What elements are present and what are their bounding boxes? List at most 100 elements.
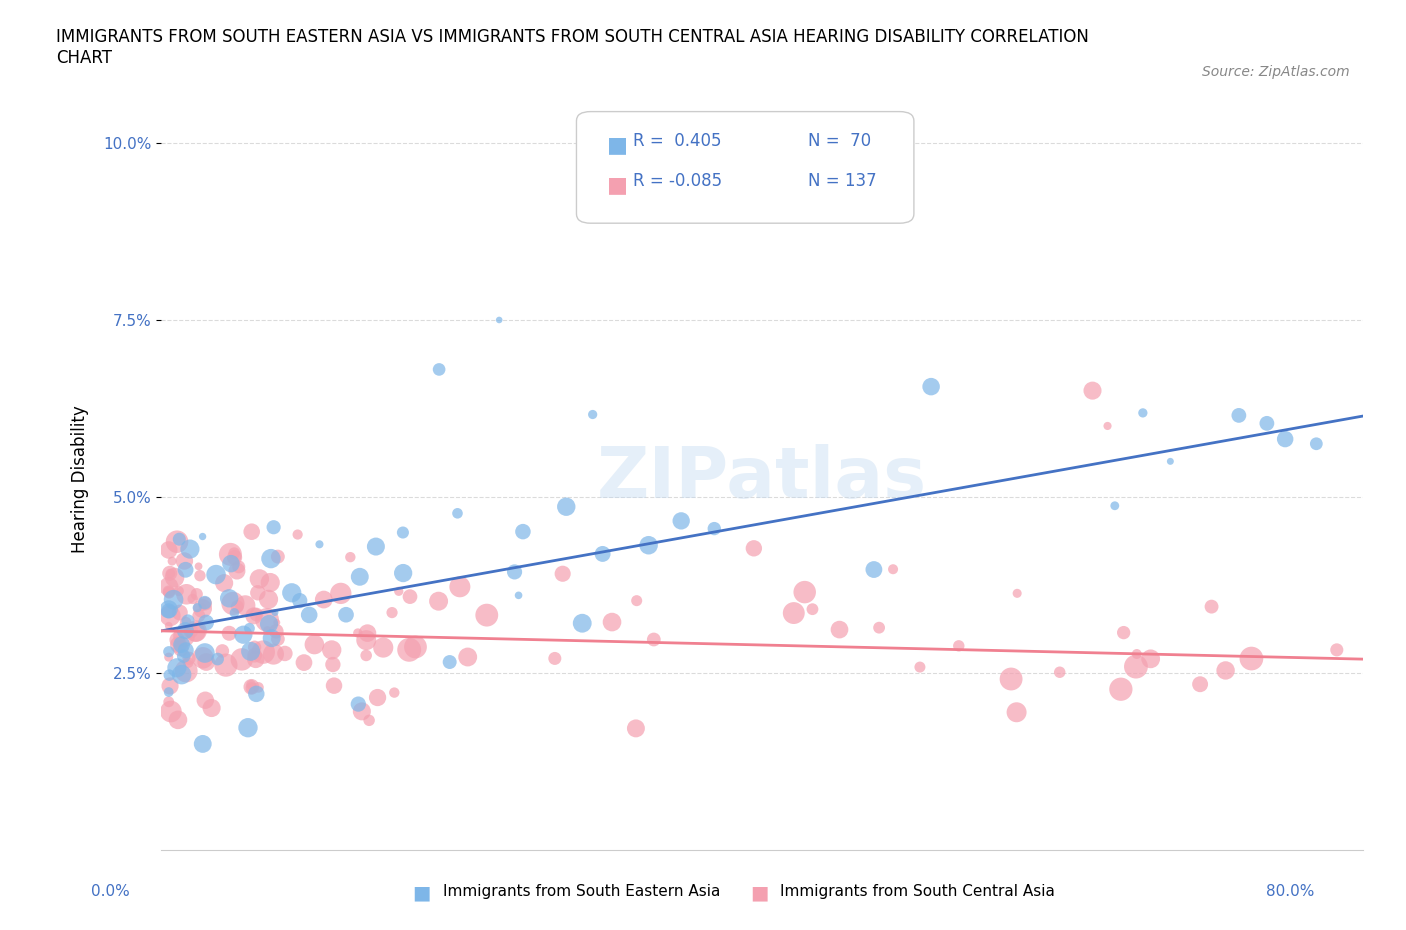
- Point: [1005, 586, 1028, 601]
- Point: [173, 649, 195, 664]
- Text: ZIPatlas: ZIPatlas: [598, 445, 927, 513]
- Point: [240, 681, 263, 696]
- Point: [191, 650, 214, 665]
- Point: [449, 579, 471, 594]
- Point: [281, 585, 304, 600]
- Point: [240, 525, 263, 539]
- Point: [157, 644, 180, 659]
- Point: [157, 604, 180, 618]
- Point: [180, 624, 202, 639]
- Point: [257, 591, 280, 606]
- Point: [247, 571, 270, 586]
- Point: [882, 562, 904, 577]
- Point: [169, 605, 191, 620]
- Point: [626, 593, 648, 608]
- Text: ■: ■: [607, 175, 628, 195]
- Point: [243, 640, 266, 655]
- Point: [405, 640, 427, 655]
- Point: [239, 644, 262, 658]
- Point: [1215, 663, 1237, 678]
- Point: [329, 586, 352, 601]
- Point: [191, 529, 214, 544]
- Point: [218, 591, 240, 605]
- Point: [1305, 436, 1327, 451]
- Point: [551, 566, 574, 581]
- Text: ■: ■: [749, 884, 769, 902]
- Point: [215, 658, 238, 672]
- Point: [194, 645, 217, 660]
- Point: [288, 593, 311, 608]
- Point: [264, 605, 287, 620]
- Point: [263, 646, 285, 661]
- Point: [184, 625, 207, 640]
- Text: Immigrants from South Central Asia: Immigrants from South Central Asia: [780, 884, 1056, 898]
- Point: [186, 600, 208, 615]
- Point: [592, 547, 614, 562]
- Point: [354, 648, 377, 663]
- Point: [392, 565, 415, 580]
- Point: [1005, 705, 1028, 720]
- Point: [174, 563, 197, 578]
- Point: [194, 596, 217, 611]
- Point: [226, 599, 249, 614]
- Point: [266, 615, 288, 630]
- Point: [920, 379, 942, 394]
- Point: [166, 660, 188, 675]
- Point: [191, 600, 214, 615]
- Point: [186, 587, 208, 602]
- Point: [388, 584, 411, 599]
- Point: [1126, 646, 1149, 661]
- Point: [582, 407, 605, 422]
- Point: [643, 632, 665, 647]
- Point: [159, 566, 181, 581]
- Point: [1326, 643, 1348, 658]
- Point: [1109, 682, 1132, 697]
- Point: [624, 721, 647, 736]
- Point: [174, 643, 197, 658]
- Point: [231, 652, 253, 667]
- Point: [267, 631, 290, 646]
- Point: [157, 579, 180, 594]
- Point: [1097, 418, 1119, 433]
- Point: [170, 637, 193, 652]
- Point: [157, 618, 180, 633]
- Point: [163, 570, 186, 585]
- Point: [184, 624, 207, 639]
- Point: [200, 700, 222, 715]
- Point: [446, 506, 468, 521]
- Point: [177, 614, 200, 629]
- Point: [308, 537, 330, 551]
- Point: [399, 590, 422, 604]
- Point: [1159, 454, 1181, 469]
- Point: [373, 640, 395, 655]
- Point: [948, 638, 970, 653]
- Point: [176, 587, 198, 602]
- Point: [868, 620, 890, 635]
- Text: R =  0.405: R = 0.405: [633, 132, 721, 150]
- Point: [669, 513, 692, 528]
- Point: [742, 541, 765, 556]
- Point: [312, 592, 335, 607]
- Point: [224, 550, 246, 565]
- Point: [304, 637, 326, 652]
- Point: [169, 532, 191, 547]
- Point: [157, 585, 180, 600]
- Point: [1132, 405, 1154, 420]
- Point: [703, 521, 725, 536]
- Point: [170, 667, 193, 682]
- Point: [1081, 383, 1104, 398]
- Point: [238, 621, 260, 636]
- Point: [160, 553, 183, 568]
- Point: [157, 650, 180, 665]
- Point: [398, 643, 420, 658]
- Point: [346, 626, 368, 641]
- Point: [240, 680, 263, 695]
- Point: [350, 704, 373, 719]
- Point: [191, 737, 214, 751]
- Point: [167, 637, 190, 652]
- Point: [793, 585, 815, 600]
- Point: [174, 623, 197, 638]
- Point: [157, 668, 180, 683]
- Point: [475, 607, 498, 622]
- Point: [187, 559, 209, 574]
